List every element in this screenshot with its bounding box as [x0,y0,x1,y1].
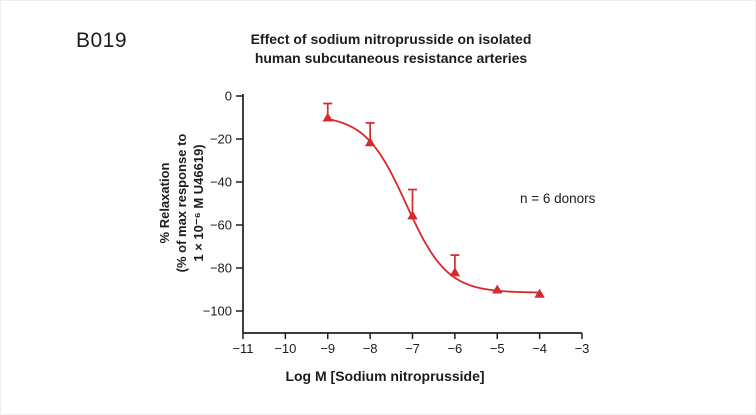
y-tick-label: 0 [225,89,232,104]
chart-title: Effect of sodium nitroprusside on isolat… [191,30,591,68]
fit-curve [326,118,541,294]
x-tick-label: −7 [405,341,420,356]
x-tick-label: −5 [490,341,505,356]
y-tick-label: −100 [203,304,232,319]
data-point-marker [449,267,461,277]
chart-title-line-2: human subcutaneous resistance arteries [254,50,528,66]
n-donors-annotation: n = 6 donors [520,191,596,206]
data-point-marker [364,137,376,147]
y-tick-label: −20 [210,132,232,147]
figure-id-label: B019 [76,29,128,52]
data-point-marker [407,210,418,220]
y-tick-label: −40 [210,175,232,190]
data-point-marker [322,112,333,122]
x-tick-label: −8 [363,341,378,356]
x-tick-label: −6 [447,341,462,356]
x-tick-label: −4 [532,341,547,356]
x-axis-label: Log M [Sodium nitroprusside] [285,368,485,384]
data-point-marker [534,288,545,298]
chart-title-line-1: Effect of sodium nitroprusside on isolat… [250,31,532,47]
y-tick-label: −80 [210,261,232,276]
x-tick-label: −3 [575,341,590,356]
x-tick-label: −11 [232,341,253,356]
data-point-marker [492,284,503,294]
y-tick-label: −60 [210,218,232,233]
x-tick-label: −9 [320,341,335,356]
x-tick-label: −10 [274,341,296,356]
